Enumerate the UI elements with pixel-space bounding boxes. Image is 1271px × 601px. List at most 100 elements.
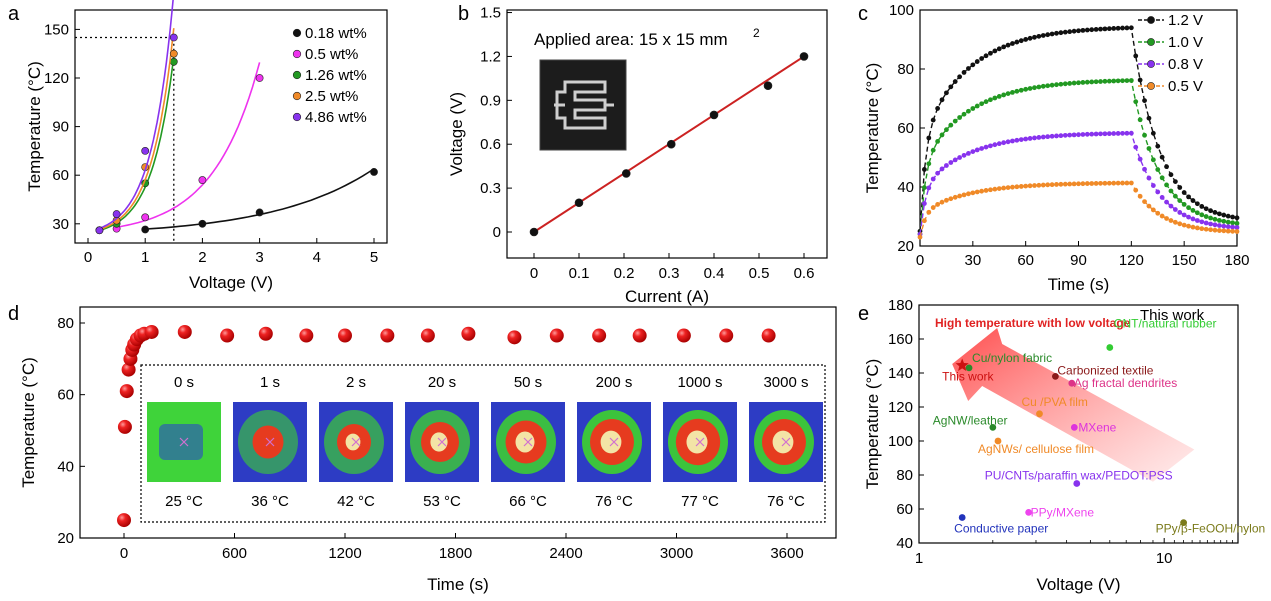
data-point <box>1018 87 1024 93</box>
data-point <box>1128 130 1134 136</box>
data-point <box>799 52 809 61</box>
thermal-zone-hot <box>772 430 794 454</box>
data-point <box>970 190 976 196</box>
point-label: Conductive paper <box>954 522 1048 536</box>
x-axis-label: Current (A) <box>625 287 709 306</box>
thermal-time-label: 50 s <box>514 374 542 391</box>
data-point <box>1216 228 1222 233</box>
y-axis-label: Temperature (°C) <box>863 63 882 194</box>
y-tick-label: 20 <box>897 238 914 255</box>
point-label: Cu /PVA film <box>1021 395 1087 409</box>
data-point <box>719 328 734 343</box>
inset-frame <box>140 364 826 523</box>
panel-label: a <box>8 3 20 25</box>
data-point <box>948 122 954 128</box>
data-point <box>961 111 967 117</box>
data-point <box>1203 226 1209 232</box>
data-point <box>952 79 958 84</box>
data-point <box>1102 78 1108 84</box>
data-point <box>922 201 927 206</box>
data-point <box>117 513 131 528</box>
y-tick-label: 60 <box>897 120 914 137</box>
data-point <box>420 328 435 343</box>
high-temp-annotation: High temperature with low voltage <box>935 316 1131 330</box>
data-point <box>1080 132 1086 137</box>
data-point <box>1018 38 1024 44</box>
data-point <box>1067 181 1073 187</box>
fit-curve-3 <box>99 28 175 231</box>
data-point <box>529 227 539 237</box>
data-point <box>1124 78 1130 84</box>
data-point <box>1115 131 1121 136</box>
y-tick-label: 40 <box>57 458 74 475</box>
data-point <box>507 330 522 345</box>
data-point <box>974 189 980 195</box>
data-point <box>1230 224 1235 230</box>
data-point <box>1137 77 1143 83</box>
y-tick-label: 40 <box>897 179 914 196</box>
data-point <box>1150 207 1156 213</box>
data-point <box>952 157 958 163</box>
legend-marker <box>1147 82 1155 90</box>
data-point <box>958 514 966 521</box>
data-point <box>974 59 980 64</box>
data-point <box>1181 212 1187 218</box>
applied-area-annotation: Applied area: 15 x 15 mm <box>534 30 728 49</box>
this-work-star <box>955 358 969 371</box>
data-point <box>1137 193 1143 199</box>
data-point <box>1225 224 1231 230</box>
data-point <box>676 328 691 343</box>
data-point <box>1172 207 1178 212</box>
thermal-zone-hot <box>600 430 622 454</box>
data-point <box>1014 184 1020 190</box>
data-point <box>1186 223 1191 229</box>
data-point <box>1089 181 1095 186</box>
data-point <box>957 155 963 160</box>
data-point <box>1098 26 1103 32</box>
x-tick-label: 90 <box>1070 252 1087 269</box>
thermal-temp-label: 76 °C <box>767 493 805 510</box>
data-point <box>1102 26 1108 32</box>
data-point <box>1155 189 1161 195</box>
data-point <box>1230 228 1235 234</box>
x-tick-label: 150 <box>1172 252 1197 269</box>
data-point <box>988 97 993 103</box>
data-point <box>338 328 352 343</box>
legend-label: 0.18 wt% <box>305 25 367 42</box>
data-point <box>1115 25 1121 31</box>
data-point <box>169 33 178 42</box>
data-point <box>1093 79 1099 85</box>
data-point <box>974 103 980 109</box>
data-point <box>763 81 773 90</box>
data-point <box>926 161 932 167</box>
data-point <box>1190 208 1196 213</box>
data-point <box>1234 215 1240 221</box>
data-point <box>1164 216 1169 221</box>
y-tick-label: 80 <box>897 61 914 78</box>
annotation-superscript: 2 <box>753 26 760 40</box>
data-point <box>957 74 963 80</box>
legend-marker <box>1147 60 1155 68</box>
data-point <box>966 66 971 71</box>
data-point <box>1164 164 1169 170</box>
legend-marker <box>292 28 302 38</box>
x-axis-label: Time (s) <box>427 575 489 594</box>
data-point <box>1115 180 1121 186</box>
data-point <box>926 209 932 215</box>
x-tick-label: 1800 <box>439 545 472 562</box>
y-tick-label: 1.5 <box>480 5 501 22</box>
y-tick-label: 120 <box>888 399 913 416</box>
x-tick-label: 600 <box>222 545 247 562</box>
data-point <box>1058 133 1064 139</box>
legend-marker <box>292 112 302 122</box>
x-tick-label: 4 <box>313 249 321 266</box>
thermal-zone-hot <box>345 433 361 451</box>
data-point <box>1190 198 1196 203</box>
guide-line <box>75 36 175 243</box>
data-point <box>198 219 207 228</box>
data-point <box>1194 210 1200 216</box>
x-tick-label: 0 <box>916 252 924 269</box>
data-point <box>144 324 159 339</box>
data-point <box>961 70 967 75</box>
